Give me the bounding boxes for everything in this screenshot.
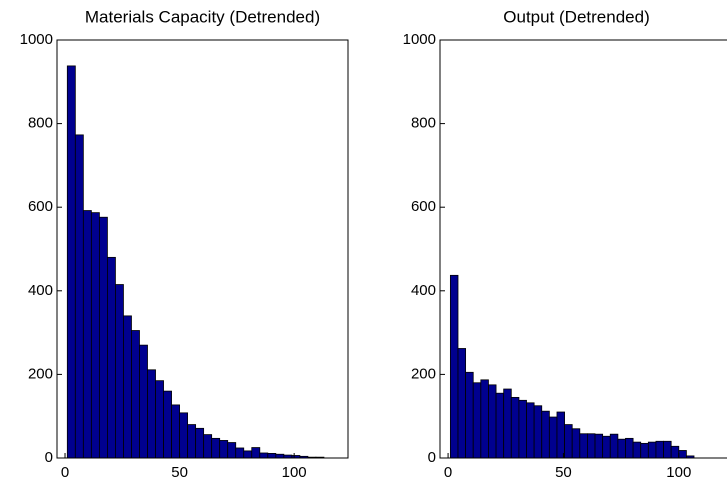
y-tick-label: 400 [411,282,436,299]
bar [147,369,156,459]
x-tick-label: 100 [282,464,307,481]
bar [594,433,604,459]
y-tick-label: 800 [411,115,436,132]
bar [211,437,221,459]
bar [82,210,92,459]
bar [90,212,100,459]
bar [465,371,474,459]
bar [579,433,588,459]
x-tick-label: 50 [171,464,188,481]
bar [457,348,467,459]
bar [163,390,172,459]
bar [203,434,213,459]
y-tick-label: 800 [28,115,53,132]
bar [115,284,124,459]
y-tick-label: 1000 [20,31,53,48]
bar [74,134,84,459]
bar [625,437,634,459]
bar [632,441,642,459]
axes-box [56,39,349,459]
bar [219,440,229,459]
axes-box [439,39,727,459]
x-tick-label: 0 [444,464,452,481]
bar [548,416,558,459]
bar [488,384,497,459]
y-tick-label: 1000 [403,31,436,48]
y-tick-label: 600 [28,198,53,215]
x-tick-label: 100 [666,464,691,481]
bar [480,379,489,459]
bar [227,442,237,459]
bar [472,382,482,459]
bar [647,441,657,459]
bar [640,442,649,459]
y-tick-label: 200 [28,365,53,382]
bar [243,450,253,459]
chart-title: Output (Detrended) [503,7,649,26]
bar [139,344,148,459]
bar [179,412,189,459]
bar [98,216,108,459]
bar [518,399,527,459]
bar [131,330,140,459]
bar [678,450,687,459]
bar [571,428,581,459]
bar [564,424,573,459]
bar [195,427,205,459]
bar [171,404,180,459]
bar [510,396,520,459]
bar [609,433,619,459]
bar [495,392,505,459]
bar [670,445,680,459]
bar [449,274,459,459]
y-tick-label: 400 [28,282,53,299]
bar [235,447,245,459]
bar [655,440,664,459]
bar [602,435,611,459]
bar [275,453,285,459]
bar [187,424,197,459]
bar [663,440,672,459]
bar [556,411,565,459]
y-tick-label: 200 [411,365,436,382]
y-tick-label: 0 [428,449,436,466]
bar [541,410,550,459]
bar [251,447,261,459]
bar [66,65,76,459]
bar [617,438,626,459]
bar [267,453,277,459]
bar [503,388,512,459]
bar [533,405,543,459]
bar [123,315,132,459]
y-tick-label: 0 [45,449,53,466]
bar [587,433,596,459]
x-tick-label: 50 [555,464,572,481]
bar [259,452,269,459]
bar [107,256,116,459]
x-tick-label: 0 [61,464,69,481]
y-tick-label: 600 [411,198,436,215]
bar [155,380,164,459]
chart-title: Materials Capacity (Detrended) [85,7,320,26]
bar [526,402,535,459]
